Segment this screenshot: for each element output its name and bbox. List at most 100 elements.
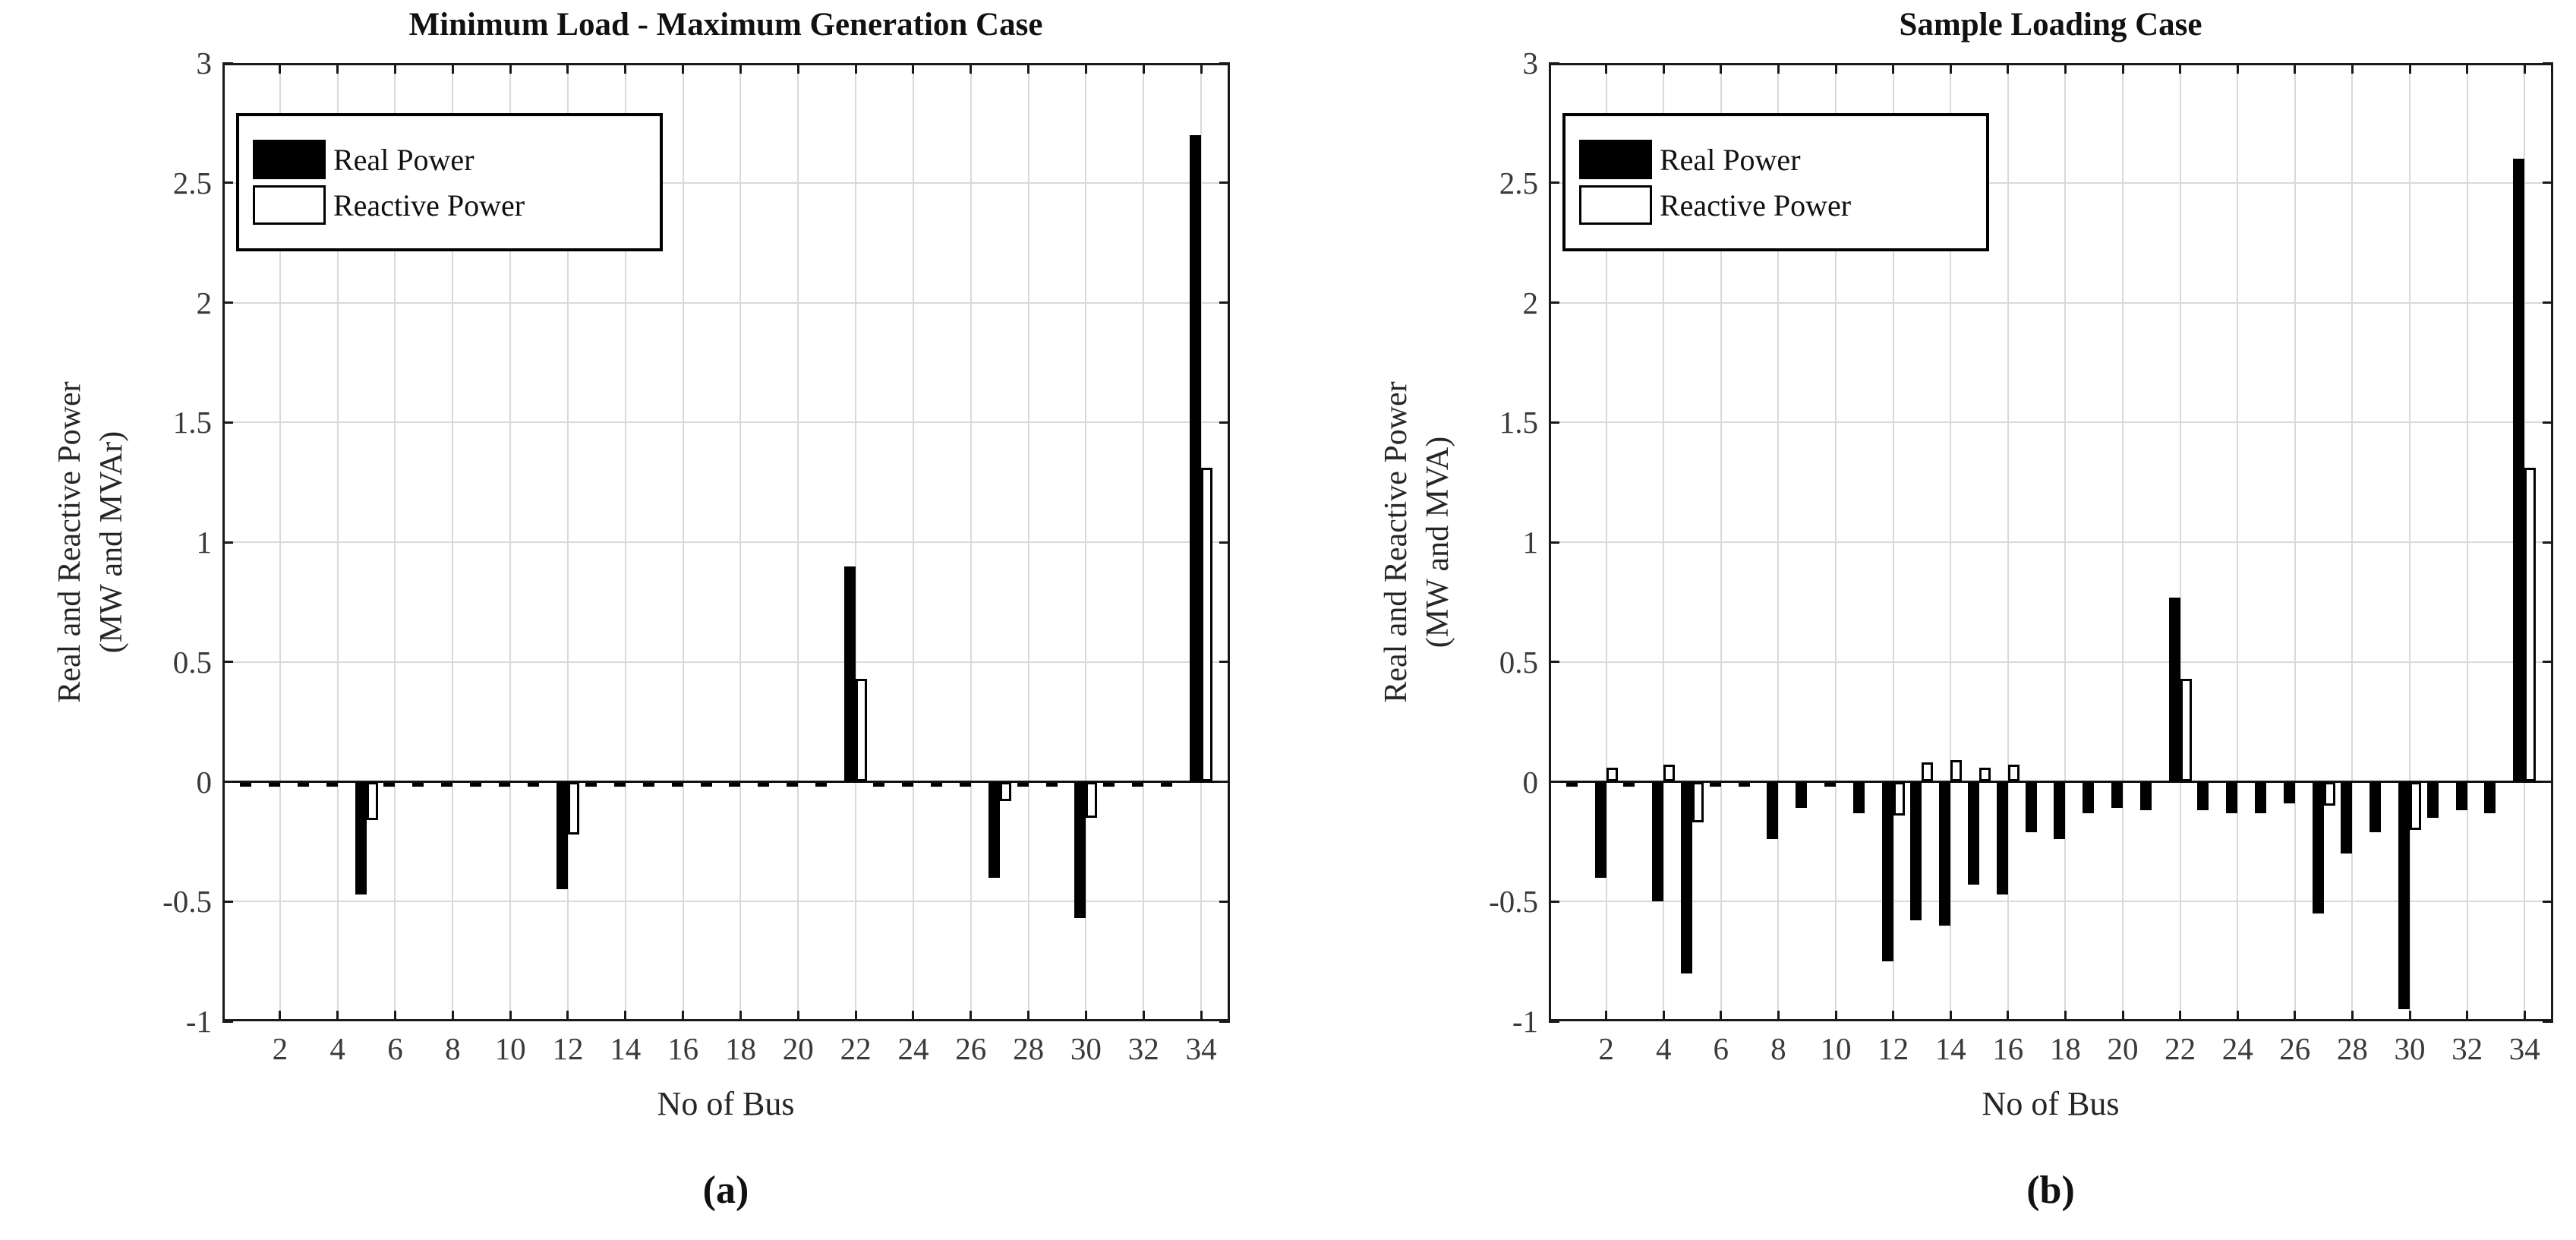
chart-a-bar-real-bus-30 bbox=[1074, 781, 1086, 919]
chart-b-tickmark-top-x-6 bbox=[1720, 63, 1723, 74]
chart-a-tickmark-top-x-4 bbox=[336, 63, 339, 74]
chart-a-tickmark-top-x-8 bbox=[451, 63, 454, 74]
chart-b-bar-real-bus-30 bbox=[2398, 781, 2410, 1010]
chart-b-bar-real-bus-32 bbox=[2455, 781, 2467, 811]
real-power-swatch-icon bbox=[253, 140, 326, 179]
chart-a-tickmark-bottom-x-20 bbox=[796, 1011, 799, 1021]
chart-a-tickmark-bottom-x-10 bbox=[509, 1011, 512, 1021]
chart-b-xtick-label-28: 28 bbox=[2336, 1031, 2368, 1066]
chart-a-ytick-label-5: 0.5 bbox=[172, 644, 212, 680]
chart-a-bar-reactive-bus-27 bbox=[999, 781, 1011, 801]
chart-b-bar-real-bus-14 bbox=[1939, 781, 1951, 926]
chart-b-legend-real-power-label: Real Power bbox=[1660, 142, 1801, 177]
chart-b-tickmark-top-x-4 bbox=[1662, 63, 1665, 74]
chart-a-tickmark-top-x-6 bbox=[393, 63, 396, 74]
chart-b-tickmark-top-x-26 bbox=[2294, 63, 2297, 74]
chart-a-ytick-label-6: 0 bbox=[196, 764, 213, 800]
chart-a-bar-real-bus-8 bbox=[441, 783, 453, 787]
chart-b-bar-real-bus-18 bbox=[2054, 781, 2066, 840]
chart-a-bar-real-bus-6 bbox=[383, 783, 396, 787]
chart-a-tickmark-top-x-20 bbox=[796, 63, 799, 74]
chart-a-tickmark-top-x-10 bbox=[509, 63, 512, 74]
reactive-power-swatch-icon bbox=[253, 185, 326, 225]
chart-b-legend-item-real-power: Real Power bbox=[1579, 140, 1972, 179]
chart-b-ytick-label-2: 2 bbox=[1522, 285, 1539, 320]
chart-b-tickmark-left-y--1 bbox=[1549, 1020, 1559, 1023]
chart-b-gridline-y-1 bbox=[1549, 541, 2553, 543]
chart-b-tickmark-right-y-3 bbox=[2543, 62, 2553, 65]
chart-a-bar-reactive-bus-12 bbox=[567, 781, 579, 835]
chart-b-tickmark-right-y-0.5 bbox=[2543, 661, 2553, 664]
chart-a-gridline-y-2.5 bbox=[222, 181, 1230, 184]
chart-b-tickmark-top-x-10 bbox=[1834, 63, 1837, 74]
chart-b-bar-reactive-bus-15 bbox=[1979, 767, 1991, 782]
chart-b-ytick-label-5: 0.5 bbox=[1499, 644, 1538, 680]
chart-a-title: Minimum Load - Maximum Generation Case bbox=[408, 7, 1043, 43]
chart-a-tickmark-bottom-x-24 bbox=[912, 1011, 915, 1021]
chart-a-tickmark-bottom-x-4 bbox=[336, 1011, 339, 1021]
chart-b-xtick-label-8: 8 bbox=[1770, 1031, 1786, 1066]
chart-a-bar-real-bus-34 bbox=[1190, 134, 1202, 782]
chart-a-bar-real-bus-32 bbox=[1132, 783, 1144, 787]
chart-a-tickmark-left-y--0.5 bbox=[222, 900, 233, 903]
chart-b-tickmark-top-x-32 bbox=[2466, 63, 2469, 74]
chart-a-bar-real-bus-4 bbox=[326, 783, 338, 787]
chart-b-xtick-label-24: 24 bbox=[2221, 1031, 2253, 1066]
chart-a-ytick-label-2: 2 bbox=[196, 285, 213, 320]
chart-a-tickmark-top-x-22 bbox=[854, 63, 857, 74]
chart-a-xtick-label-32: 32 bbox=[1127, 1031, 1159, 1066]
chart-a-xtick-label-34: 34 bbox=[1185, 1031, 1217, 1066]
chart-b-bar-real-bus-22 bbox=[2168, 597, 2180, 782]
chart-a-xtick-label-24: 24 bbox=[897, 1031, 929, 1066]
chart-a-ytick-label-8: -1 bbox=[185, 1004, 212, 1039]
chart-b-tickmark-bottom-x-32 bbox=[2466, 1011, 2469, 1021]
chart-a-gridline-y-1.5 bbox=[222, 421, 1230, 424]
chart-b-tickmark-bottom-x-4 bbox=[1662, 1011, 1665, 1021]
chart-a-tickmark-right-y-2.5 bbox=[1219, 181, 1230, 185]
chart-b-bar-real-bus-28 bbox=[2341, 781, 2353, 854]
chart-b-bar-real-bus-9 bbox=[1796, 781, 1808, 809]
chart-a-tickmark-right-y-1.5 bbox=[1219, 421, 1230, 424]
chart-a-bar-reactive-bus-22 bbox=[856, 678, 868, 782]
chart-b-xtick-label-10: 10 bbox=[1820, 1031, 1852, 1066]
chart-a-legend: Real Power Reactive Power bbox=[236, 113, 663, 251]
chart-a-tickmark-top-x-34 bbox=[1200, 63, 1203, 74]
chart-a-legend-item-reactive-power: Reactive Power bbox=[253, 185, 646, 225]
chart-b-bar-real-bus-29 bbox=[2369, 781, 2382, 832]
chart-a-ytick-label-4: 1 bbox=[196, 525, 213, 560]
chart-b-tickmark-top-x-12 bbox=[1892, 63, 1895, 74]
chart-b-xtick-label-6: 6 bbox=[1713, 1031, 1729, 1066]
chart-b-ytick-label-7: -0.5 bbox=[1489, 884, 1538, 920]
chart-b-tickmark-top-x-20 bbox=[2121, 63, 2124, 74]
chart-a-bar-real-bus-28 bbox=[1017, 783, 1029, 787]
chart-b-xtick-label-4: 4 bbox=[1655, 1031, 1672, 1066]
chart-a-bar-real-bus-21 bbox=[815, 783, 828, 787]
chart-b-ytick-label-8: -1 bbox=[1512, 1004, 1538, 1039]
chart-a-tickmark-top-x-26 bbox=[970, 63, 973, 74]
chart-a-tickmark-top-x-14 bbox=[624, 63, 627, 74]
real-power-swatch-icon bbox=[1579, 140, 1652, 179]
chart-b-bar-reactive-bus-5 bbox=[1692, 781, 1704, 823]
chart-b-tickmark-top-x-24 bbox=[2236, 63, 2239, 74]
chart-b-caption: (b) bbox=[2026, 1169, 2075, 1212]
chart-b-bar-reactive-bus-12 bbox=[1893, 781, 1905, 816]
chart-b-ytick-label-0: 3 bbox=[1522, 46, 1539, 80]
chart-b-bar-reactive-bus-22 bbox=[2180, 678, 2192, 782]
chart-b-tickmark-bottom-x-30 bbox=[2408, 1011, 2411, 1021]
chart-b-xtick-label-26: 26 bbox=[2279, 1031, 2311, 1066]
chart-b-xtick-label-18: 18 bbox=[2049, 1031, 2081, 1066]
chart-b-bar-real-bus-3 bbox=[1623, 783, 1635, 787]
chart-b-xtick-label-34: 34 bbox=[2508, 1031, 2540, 1066]
chart-b-bar-reactive-bus-2 bbox=[1606, 767, 1618, 782]
chart-b-tickmark-bottom-x-16 bbox=[2007, 1011, 2010, 1021]
chart-a-bar-real-bus-33 bbox=[1161, 783, 1173, 787]
chart-a-tickmark-left-y-0.5 bbox=[222, 661, 233, 664]
chart-a-tickmark-bottom-x-6 bbox=[393, 1011, 396, 1021]
chart-b-gridline-y-0.5 bbox=[1549, 661, 2553, 663]
chart-b-title: Sample Loading Case bbox=[1899, 7, 2202, 43]
chart-b-bar-real-bus-11 bbox=[1852, 781, 1865, 813]
chart-a-legend-item-real-power: Real Power bbox=[253, 140, 646, 179]
chart-a-caption: (a) bbox=[702, 1169, 749, 1212]
chart-b-tickmark-right-y-1.5 bbox=[2543, 421, 2553, 424]
chart-b-tickmark-right-y--0.5 bbox=[2543, 900, 2553, 903]
